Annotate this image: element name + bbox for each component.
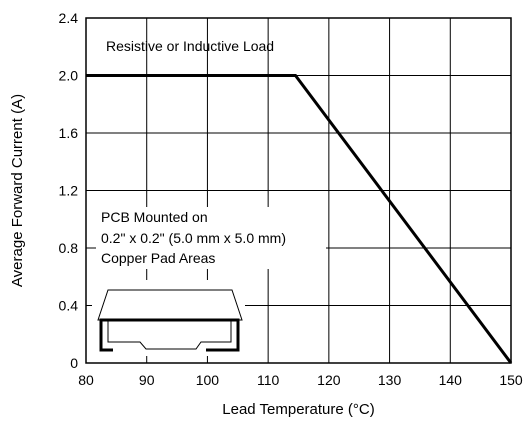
x-tick-label: 120 bbox=[317, 372, 341, 388]
pcb-note-background bbox=[96, 207, 326, 269]
tick-labels: 80 90 100 110 120 130 140 150 0 0.4 0.8 1.2 1.6 2.0 2.… bbox=[59, 10, 523, 388]
y-tick-label: 2.4 bbox=[59, 10, 79, 26]
pcb-note-line-3: Copper Pad Areas bbox=[101, 250, 215, 266]
y-tick-label: 1.2 bbox=[59, 183, 79, 199]
smd-package-icon bbox=[92, 280, 245, 356]
x-tick-label: 90 bbox=[139, 372, 155, 388]
x-tick-label: 110 bbox=[257, 372, 280, 388]
load-note: Resistive or Inductive Load bbox=[106, 38, 274, 54]
x-tick-label: 150 bbox=[499, 372, 523, 388]
x-tick-label: 130 bbox=[378, 372, 402, 388]
series-layer bbox=[86, 74, 513, 364]
y-tick-label: 0.4 bbox=[59, 298, 79, 314]
x-axis-title: Lead Temperature (°C) bbox=[222, 401, 374, 418]
y-tick-label: 1.6 bbox=[59, 125, 79, 141]
y-tick-label: 0.8 bbox=[59, 240, 79, 256]
pcb-note-line-2: 0.2" x 0.2" (5.0 mm x 5.0 mm) bbox=[101, 230, 286, 246]
x-tick-label: 140 bbox=[439, 372, 463, 388]
y-axis-title: Average Forward Current (A) bbox=[9, 94, 26, 287]
plot-frame bbox=[85, 17, 512, 364]
y-tick-label: 0 bbox=[70, 355, 78, 371]
y-tick-label: 2.0 bbox=[59, 68, 79, 84]
x-tick-label: 80 bbox=[78, 372, 94, 388]
derating-curve-line bbox=[86, 74, 513, 364]
x-tick-label: 100 bbox=[196, 372, 220, 388]
pcb-note: PCB Mounted on 0.2" x 0.2" (5.0 mm x 5.0… bbox=[96, 207, 326, 269]
pcb-note-line-1: PCB Mounted on bbox=[101, 209, 208, 225]
